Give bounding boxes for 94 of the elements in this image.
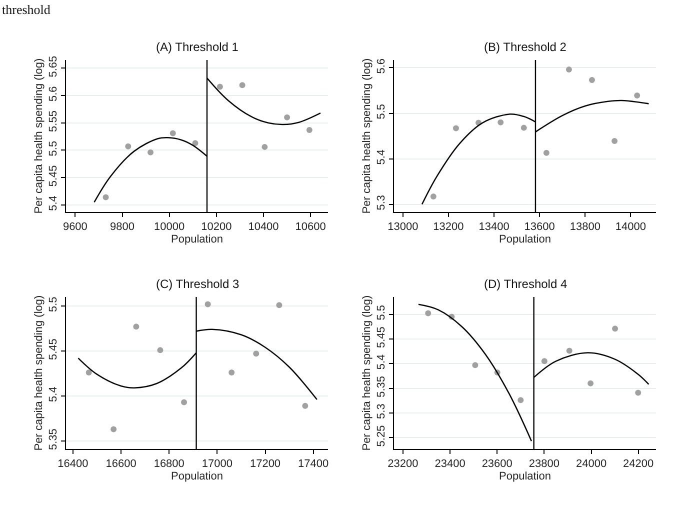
- x-axis-title: Population: [171, 233, 223, 246]
- point: [306, 126, 312, 133]
- point: [204, 301, 211, 308]
- point: [181, 399, 188, 406]
- x-tick-label: 17000: [202, 458, 232, 470]
- y-tick-label: 5.45: [376, 326, 388, 348]
- chart-title: (B) Threshold 2: [484, 40, 567, 54]
- x-tick-label: 13400: [478, 221, 510, 234]
- x-tick-label: 17400: [298, 458, 329, 470]
- point: [452, 125, 459, 132]
- y-tick-label: 5.6: [376, 58, 388, 74]
- point: [157, 347, 164, 354]
- x-tick-label: 13200: [433, 221, 464, 234]
- point: [612, 326, 618, 332]
- point: [228, 370, 235, 376]
- y-axis-title: Per capita health spending (log): [33, 58, 46, 214]
- point: [86, 370, 92, 376]
- point: [566, 348, 572, 354]
- y-axis-title: Per capita health spending (log): [361, 58, 374, 214]
- text: threshold: [2, 2, 51, 17]
- x-tick-label: 10400: [248, 221, 279, 234]
- x-tick-label: 23800: [528, 458, 560, 470]
- y-tick-label: 5.6: [48, 86, 60, 102]
- point: [635, 390, 642, 396]
- y-tick-label: 5.45: [48, 165, 60, 187]
- y-tick-label: 5.3: [376, 194, 388, 210]
- y-tick-label: 5.3: [376, 404, 388, 419]
- point: [239, 82, 246, 88]
- x-tick-label: 13600: [524, 221, 555, 234]
- x-tick-label: 16600: [106, 458, 136, 470]
- x-tick-label: 13800: [570, 221, 600, 234]
- point: [588, 380, 594, 386]
- x-tick-label: 10000: [154, 221, 185, 234]
- x-tick-label: 23200: [388, 458, 418, 470]
- y-tick-label: 5.25: [376, 425, 388, 447]
- y-tick-label: 5.65: [48, 56, 60, 78]
- point: [253, 350, 260, 357]
- chart-title: (C) Threshold 3: [156, 277, 240, 291]
- point: [302, 402, 308, 409]
- y-axis-title: Per capita health spending (log): [361, 295, 374, 451]
- y-tick-label: 5.5: [376, 304, 388, 320]
- x-tick-label: 9800: [110, 221, 134, 234]
- point: [102, 194, 109, 200]
- chart-title: (A) Threshold 1: [156, 40, 239, 54]
- point: [612, 138, 618, 144]
- x-axis-title: Population: [171, 470, 223, 482]
- point: [425, 310, 432, 316]
- x-tick-label: 23400: [434, 458, 466, 470]
- x-axis-title: Population: [499, 470, 551, 482]
- x-tick-label: 10600: [295, 221, 326, 234]
- y-tick-label: 5.45: [48, 338, 60, 360]
- point: [170, 130, 176, 136]
- x-tick-label: 23600: [482, 458, 512, 470]
- point: [148, 149, 154, 156]
- point: [216, 84, 223, 90]
- point: [430, 194, 436, 200]
- x-tick-label: 9600: [62, 221, 88, 234]
- y-tick-label: 5.4: [48, 386, 60, 402]
- x-tick-label: 24200: [623, 458, 654, 470]
- point: [518, 397, 524, 404]
- x-tick-label: 13000: [388, 221, 418, 234]
- y-tick-label: 5.5: [48, 140, 60, 156]
- point: [192, 140, 198, 146]
- x-tick-label: 16400: [58, 458, 88, 470]
- chart-title: (D) Threshold 4: [484, 277, 568, 291]
- point: [498, 119, 504, 126]
- x-axis-title: Population: [499, 233, 551, 246]
- y-tick-label: 5.35: [376, 376, 388, 398]
- y-tick-label: 5.35: [48, 428, 60, 450]
- x-tick-label: 17200: [250, 458, 281, 470]
- point: [284, 114, 290, 120]
- x-tick-label: 16800: [154, 458, 184, 470]
- point: [472, 362, 478, 368]
- y-tick-label: 5.5: [376, 104, 388, 120]
- point: [125, 143, 132, 150]
- point: [588, 77, 595, 84]
- point: [543, 150, 550, 156]
- y-tick-label: 5.4: [48, 196, 60, 211]
- point: [262, 144, 268, 150]
- point: [133, 324, 140, 330]
- point: [566, 66, 572, 73]
- y-tick-label: 5.4: [376, 149, 388, 165]
- y-tick-label: 5.5: [48, 296, 60, 312]
- point: [276, 302, 282, 308]
- y-axis-title: Per capita health spending (log): [33, 295, 46, 451]
- x-tick-label: 24000: [576, 458, 607, 470]
- point: [634, 92, 640, 98]
- point: [541, 358, 548, 364]
- point: [520, 124, 527, 131]
- x-tick-label: 10200: [201, 221, 232, 234]
- y-tick-label: 5.55: [48, 110, 60, 132]
- x-tick-label: 14000: [615, 221, 646, 234]
- point: [110, 426, 117, 432]
- y-tick-label: 5.4: [376, 354, 388, 370]
